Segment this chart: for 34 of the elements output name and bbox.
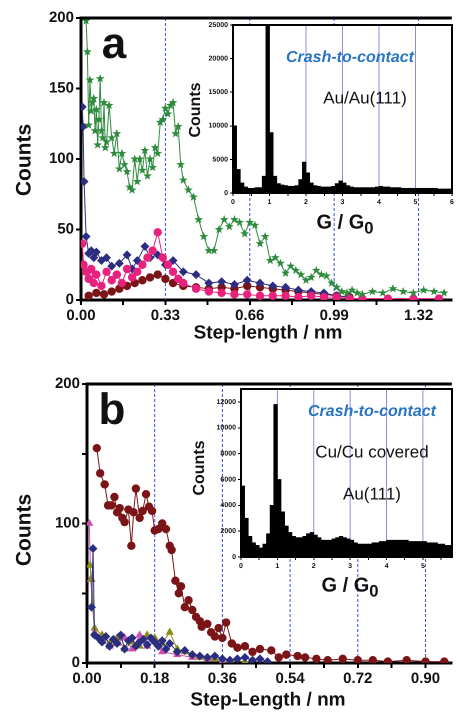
y-tick-label: 0 <box>72 654 80 672</box>
annotation: b <box>98 385 126 434</box>
annotation: Au(111) <box>343 484 401 504</box>
x-tick-label: 0.99 <box>320 307 349 324</box>
y-axis-title: Counts <box>12 494 36 566</box>
x-tick-label: 0.33 <box>150 307 180 324</box>
y-tick-label: 100 <box>48 150 74 168</box>
x-tick-label: 0.66 <box>235 307 264 324</box>
annotation: Crash-to-contact <box>286 49 414 66</box>
x-axis-title: G / G$_{0}$ <box>316 212 374 238</box>
x-tick-label: 0.72 <box>343 670 372 688</box>
y-tick-label: 200 <box>48 9 74 26</box>
y-axis-title: Counts <box>12 124 36 196</box>
annotation: Crash-to-contact <box>308 403 436 420</box>
x-tick-label: 0.18 <box>140 670 170 688</box>
x-tick-label: 0.36 <box>208 670 237 688</box>
y-tick-label: 0 <box>66 291 74 308</box>
x-tick-label: 0.00 <box>72 670 102 688</box>
y-tick-label: 200 <box>54 375 80 392</box>
x-tick-label: 1.32 <box>404 307 434 324</box>
x-axis-title: Step-length / nm <box>194 322 342 344</box>
x-tick-label: 0.54 <box>275 670 306 688</box>
annotation: a <box>102 19 126 68</box>
x-tick-label: 0.90 <box>410 670 440 688</box>
x-tick-label: 0.00 <box>66 307 96 324</box>
x-axis-title: G / G$_{0}$ <box>321 574 379 601</box>
y-axis-title: Counts <box>187 82 204 138</box>
x-axis-title: Step-Length / nm <box>190 690 346 710</box>
annotation: Au/Au(111) <box>323 88 407 108</box>
y-tick-label: 50 <box>57 220 74 238</box>
y-tick-label: 100 <box>54 514 80 532</box>
y-tick-label: 150 <box>48 80 74 97</box>
y-axis-title: Counts <box>191 440 208 496</box>
annotation: Cu/Cu covered <box>315 442 429 462</box>
